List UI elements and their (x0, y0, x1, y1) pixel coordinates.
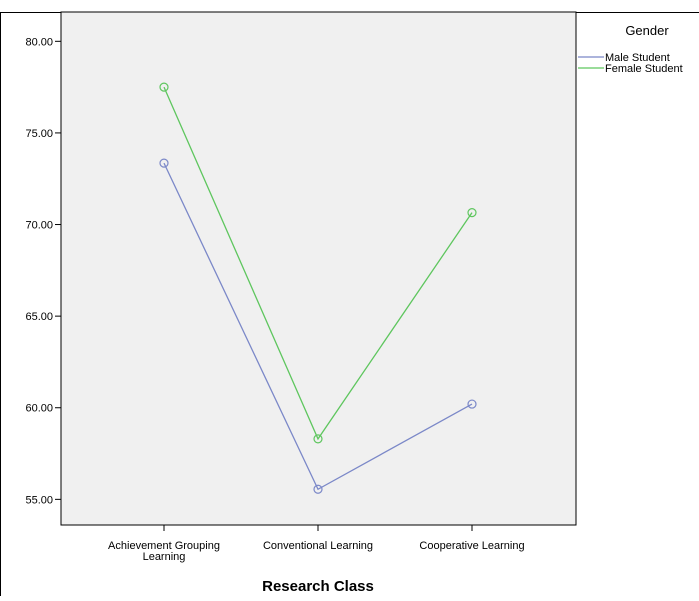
x-tick-label: Conventional Learning (263, 540, 373, 552)
data-point (467, 399, 477, 409)
y-tick-label: 55.00 (25, 494, 53, 506)
y-tick-label: 60.00 (25, 403, 53, 415)
x-tick-label: Cooperative Learning (419, 540, 524, 552)
legend-label: Female Student (605, 63, 683, 75)
y-tick-label: 80.00 (25, 36, 53, 48)
y-axis: 55.00 60.00 65.00 70.00 75.00 80.00 (25, 36, 61, 506)
data-point (313, 484, 323, 494)
x-tick-label: Learning (143, 551, 186, 563)
data-point (159, 82, 169, 92)
y-tick-label: 75.00 (25, 128, 53, 140)
data-point (313, 434, 323, 444)
y-tick-label: 70.00 (25, 220, 53, 232)
legend-title: Gender (625, 23, 669, 38)
series-line (163, 86, 473, 441)
plot-area (60, 11, 577, 526)
data-point (159, 158, 169, 168)
legend-label: Male Student (605, 52, 670, 64)
x-tick-label: Achievement Grouping (108, 540, 220, 552)
y-tick-label: 65.00 (25, 311, 53, 323)
data-point (467, 208, 477, 218)
series-group (159, 82, 477, 494)
series-line (163, 162, 473, 491)
x-axis-title: Research Class (262, 578, 374, 595)
